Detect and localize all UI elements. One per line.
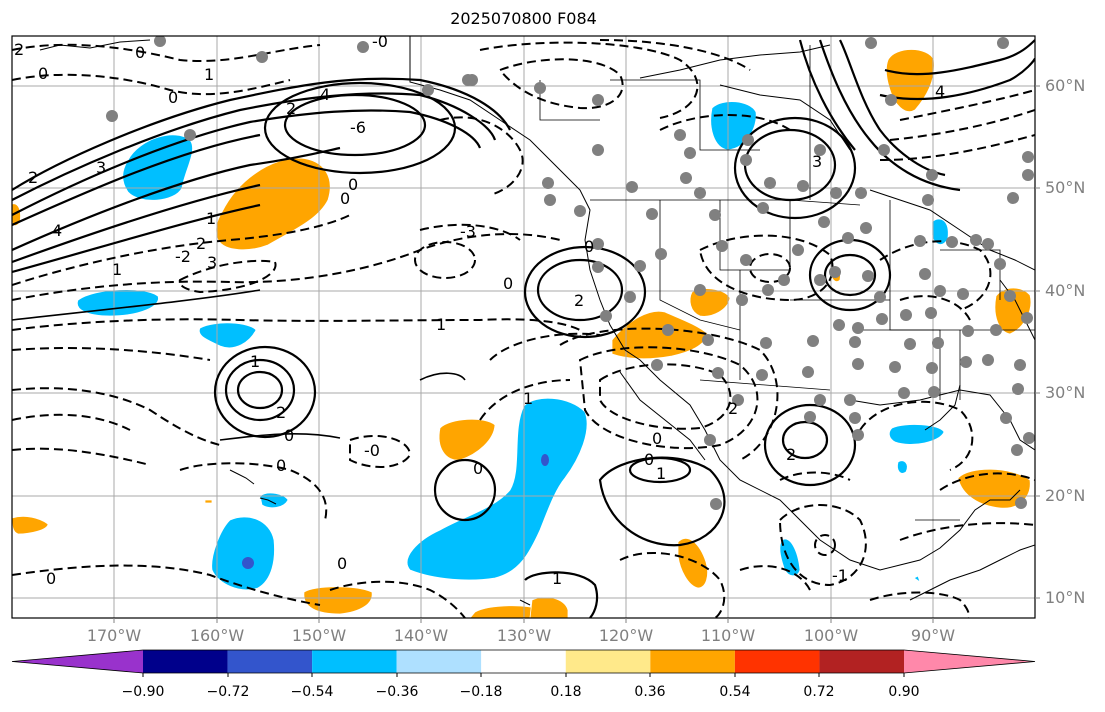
lon-label: 110°W — [700, 626, 756, 645]
contour-labels: 2 0 0 1 0 2 4 -6 -0 2 3 4 0 0 1 2 -2 1 3… — [14, 32, 945, 588]
contour-label: 0 — [652, 429, 662, 448]
contour-label: 2 — [286, 99, 296, 118]
lat-label: 40°N — [1045, 281, 1086, 300]
zero-contours — [12, 289, 466, 441]
colorbar-extend-min — [12, 650, 143, 673]
contour-label: 1 — [112, 260, 122, 279]
colorbar-tick-label: 0.54 — [719, 684, 751, 700]
contour-label: 1 — [204, 65, 214, 84]
colorbar-tick-label: −0.54 — [290, 684, 334, 700]
colorbar-tick-label: −0.90 — [121, 684, 165, 700]
contour-label: 0 — [473, 459, 483, 478]
contour-label: 2 — [14, 40, 24, 59]
coastlines — [39, 36, 1035, 606]
colorbar-segment — [312, 650, 397, 673]
colorbar-segment — [734, 650, 820, 673]
colorbar-segment — [650, 650, 735, 673]
contour-label: 3 — [812, 152, 822, 171]
contour-label: 0 — [135, 43, 145, 62]
colorbar-tick-label: −0.18 — [459, 684, 503, 700]
colorbar-segment — [227, 650, 313, 673]
contour-label: 0 — [340, 189, 350, 208]
contour-label: -1 — [832, 566, 848, 585]
contour-label: 0 — [348, 175, 358, 194]
negative-anomaly-shading — [76, 101, 949, 591]
lon-label: 100°W — [803, 626, 859, 645]
contour-label: 4 — [320, 85, 330, 104]
lat-ticks — [1035, 85, 1040, 599]
colorbar — [11, 649, 1036, 677]
station-dots — [106, 36, 1035, 510]
lon-label: 160°W — [189, 626, 245, 645]
contour-label: 1 — [552, 569, 562, 588]
contour-label: 3 — [96, 158, 106, 177]
lat-label: 10°N — [1045, 588, 1086, 607]
map-title: 2025070800 F084 — [450, 9, 597, 28]
colorbar-ticks — [142, 673, 905, 677]
contour-label: 0 — [584, 237, 594, 256]
lon-label: 130°W — [496, 626, 552, 645]
lat-label: 60°N — [1045, 76, 1086, 95]
contour-label: 2 — [276, 403, 286, 422]
colorbar-tick-label: 0.18 — [550, 684, 582, 700]
contour-label: 0 — [337, 554, 347, 573]
contour-label: -2 — [175, 247, 191, 266]
colorbar-tick-label: 0.90 — [888, 684, 920, 700]
colorbar-tick-label: 0.72 — [803, 684, 835, 700]
colorbar-tick-label: 0.36 — [634, 684, 666, 700]
contour-label: 2 — [196, 234, 206, 253]
contour-label: 0 — [503, 274, 513, 293]
colorbar-segment — [565, 650, 651, 673]
contour-label: -0 — [364, 441, 380, 460]
colorbar-tick-label: −0.72 — [206, 684, 250, 700]
strong-negative-shading — [242, 454, 549, 569]
contour-label: 0 — [38, 64, 48, 83]
contour-label: 1 — [436, 315, 446, 334]
colorbar-segments — [11, 649, 1036, 674]
lat-label: 30°N — [1045, 383, 1086, 402]
contour-label: 4 — [52, 221, 62, 240]
contour-label: 1 — [656, 464, 666, 483]
contour-label: 0 — [284, 426, 294, 445]
contour-label: 0 — [168, 88, 178, 107]
lat-label: 20°N — [1045, 486, 1086, 505]
colorbar-tick-label: −0.36 — [375, 684, 419, 700]
contour-label: 2 — [574, 291, 584, 310]
graticule — [12, 36, 1035, 618]
colorbar-segment — [396, 650, 482, 673]
contour-label: 2 — [28, 168, 38, 187]
contour-label: -0 — [372, 32, 388, 51]
colorbar-segment — [819, 650, 904, 673]
lat-label: 50°N — [1045, 178, 1086, 197]
colorbar-segment — [481, 650, 566, 673]
contour-label: 4 — [935, 82, 945, 101]
contour-label: 1 — [523, 389, 533, 408]
contour-label: 2 — [786, 445, 796, 464]
contour-label: 1 — [250, 352, 260, 371]
contour-label: 0 — [276, 456, 286, 475]
lon-label: 150°W — [291, 626, 347, 645]
colorbar-segment — [143, 650, 228, 673]
contour-label: 2 — [728, 399, 738, 418]
lon-label: 140°W — [393, 626, 449, 645]
contour-label: 3 — [207, 253, 217, 272]
contour-label: 1 — [206, 209, 216, 228]
colorbar-extend-max — [904, 650, 1035, 673]
contour-label: -3 — [460, 222, 476, 241]
lon-label: 120°W — [598, 626, 654, 645]
solid-contours — [12, 39, 1035, 618]
contour-label: -6 — [350, 118, 366, 137]
contour-label: 0 — [46, 569, 56, 588]
lon-label: 170°W — [86, 626, 142, 645]
lon-label: 90°W — [910, 626, 956, 645]
contour-label: 0 — [644, 450, 654, 469]
lon-ticks — [113, 618, 934, 623]
